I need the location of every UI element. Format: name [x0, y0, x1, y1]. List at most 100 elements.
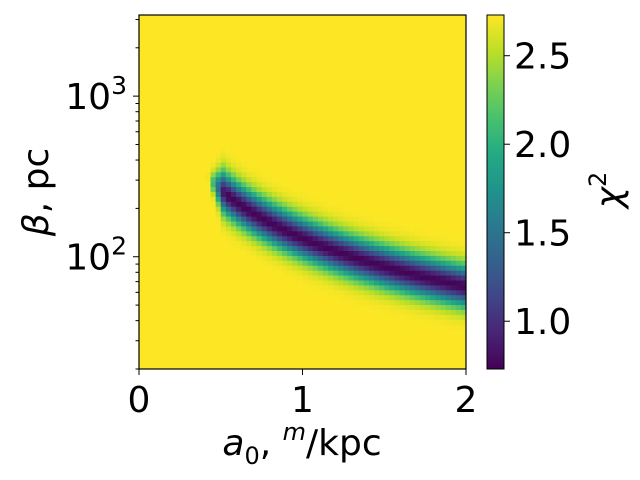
heatmap-cell: [404, 285, 411, 291]
heatmap-cell: [225, 236, 232, 242]
heatmap-cell: [409, 187, 416, 193]
heatmap-cell: [460, 103, 466, 110]
heatmap-cell: [445, 34, 452, 41]
heatmap-cell: [210, 49, 217, 55]
heatmap-cell: [210, 98, 217, 105]
heatmap-cell: [379, 305, 385, 311]
heatmap-cell: [261, 157, 268, 164]
heatmap-cell: [379, 251, 385, 257]
heatmap-cell: [322, 74, 329, 80]
heatmap-cell: [409, 280, 416, 287]
heatmap-cell: [363, 275, 370, 282]
heatmap-cell: [312, 305, 319, 311]
heatmap-cell: [159, 182, 166, 188]
heatmap-cell: [317, 59, 324, 65]
heatmap-cell: [374, 49, 380, 55]
heatmap-cell: [358, 113, 365, 119]
heatmap-cell: [343, 206, 350, 213]
heatmap-cell: [348, 206, 355, 213]
heatmap-cell: [139, 108, 145, 114]
heatmap-cell: [450, 280, 457, 287]
heatmap-cell: [307, 255, 314, 262]
heatmap-cell: [200, 295, 207, 301]
heatmap-cell: [307, 74, 314, 80]
heatmap-cell: [338, 280, 344, 287]
heatmap-cell: [333, 265, 339, 272]
heatmap-cell: [343, 265, 350, 272]
y-axis-label: β, pc: [16, 148, 57, 238]
heatmap-cell: [450, 305, 457, 311]
heatmap-cell: [435, 359, 442, 365]
heatmap-cell: [435, 147, 442, 154]
heatmap-cell: [271, 162, 278, 169]
heatmap-cell: [154, 196, 161, 203]
heatmap-cell: [174, 285, 181, 291]
heatmap-cell: [312, 221, 319, 228]
heatmap-cell: [230, 142, 237, 149]
heatmap-cell: [164, 310, 171, 316]
heatmap-cell: [139, 103, 145, 110]
heatmap-cell: [455, 359, 462, 365]
heatmap-cell: [399, 152, 406, 159]
heatmap-cell: [312, 177, 319, 183]
heatmap-cell: [195, 290, 201, 296]
heatmap-cell: [420, 34, 426, 41]
heatmap-cell: [368, 300, 375, 306]
heatmap-cell: [220, 103, 227, 110]
heatmap-cell: [440, 98, 447, 105]
heatmap-cell: [287, 19, 293, 26]
heatmap-cell: [159, 88, 166, 95]
heatmap-cell: [394, 177, 401, 183]
heatmap-cell: [394, 196, 401, 203]
heatmap-cell: [440, 93, 447, 100]
heatmap-cell: [149, 83, 155, 90]
heatmap-cell: [353, 236, 360, 242]
heatmap-cell: [363, 15, 370, 21]
heatmap-cell: [149, 108, 155, 114]
heatmap-cell: [297, 24, 304, 31]
heatmap-cell: [220, 172, 227, 178]
heatmap-cell: [404, 54, 411, 60]
heatmap-cell: [363, 280, 370, 287]
heatmap-cell: [154, 29, 161, 36]
heatmap-cell: [368, 29, 375, 36]
heatmap-cell: [190, 216, 196, 223]
heatmap-cell: [256, 24, 263, 31]
heatmap-cell: [174, 334, 181, 341]
heatmap-cell: [394, 324, 401, 331]
heatmap-cell: [353, 260, 360, 267]
heatmap-cell: [358, 201, 365, 208]
heatmap-cell: [302, 211, 309, 218]
heatmap-cell: [455, 280, 462, 287]
heatmap-cell: [409, 157, 416, 164]
heatmap-cell: [159, 98, 166, 105]
heatmap-cell: [271, 364, 278, 369]
heatmap-cell: [302, 201, 309, 208]
heatmap-cell: [297, 270, 304, 277]
heatmap-cell: [282, 324, 288, 331]
heatmap-cell: [287, 354, 293, 360]
heatmap-cell: [205, 83, 212, 90]
heatmap-cell: [246, 59, 253, 65]
heatmap-cell: [200, 137, 207, 144]
heatmap-cell: [379, 206, 385, 213]
heatmap-cell: [394, 74, 401, 80]
heatmap-cell: [353, 59, 360, 65]
heatmap-cell: [154, 359, 161, 365]
heatmap-cell: [246, 147, 253, 154]
heatmap-cell: [256, 59, 263, 65]
heatmap-cell: [435, 334, 442, 341]
heatmap-cell: [445, 147, 452, 154]
heatmap-cell: [282, 19, 288, 26]
heatmap-cell: [450, 54, 457, 60]
heatmap-cell: [169, 275, 176, 282]
heatmap-cell: [184, 133, 191, 139]
heatmap-cell: [200, 78, 207, 85]
heatmap-cell: [276, 231, 283, 237]
heatmap-cell: [420, 246, 426, 252]
heatmap-cell: [363, 34, 370, 41]
heatmap-cell: [338, 44, 344, 51]
heatmap-cell: [307, 310, 314, 316]
heatmap-cell: [225, 88, 232, 95]
heatmap-cell: [282, 83, 288, 90]
